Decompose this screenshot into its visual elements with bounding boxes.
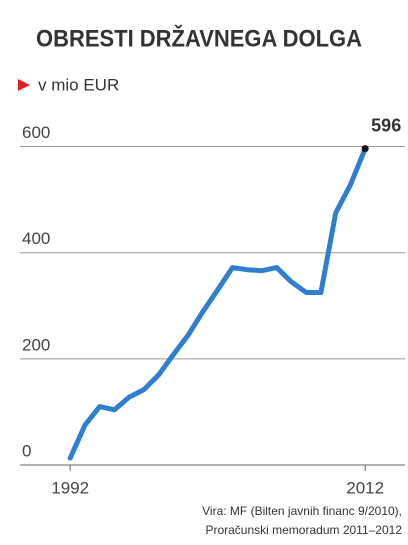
y-tick-label: 600	[22, 123, 50, 142]
x-tick-label: 1992	[51, 478, 89, 497]
y-tick-label: 0	[22, 441, 31, 460]
subtitle-marker	[18, 79, 30, 91]
y-tick-label: 400	[22, 229, 50, 248]
y-tick-label: 200	[22, 335, 50, 354]
source-note: Proračunski memoradum 2011–2012	[205, 523, 402, 537]
data-line	[67, 146, 368, 461]
x-tick-label: 2012	[346, 478, 384, 497]
source-note: Vira: MF (Bilten javnih financ 9/2010),	[202, 504, 402, 518]
data-label: 596	[371, 115, 401, 135]
end-point	[361, 145, 369, 153]
chart-subtitle: v mio EUR	[38, 75, 119, 94]
chart-title: OBRESTI DRŽAVNEGA DOLGA	[36, 24, 362, 52]
